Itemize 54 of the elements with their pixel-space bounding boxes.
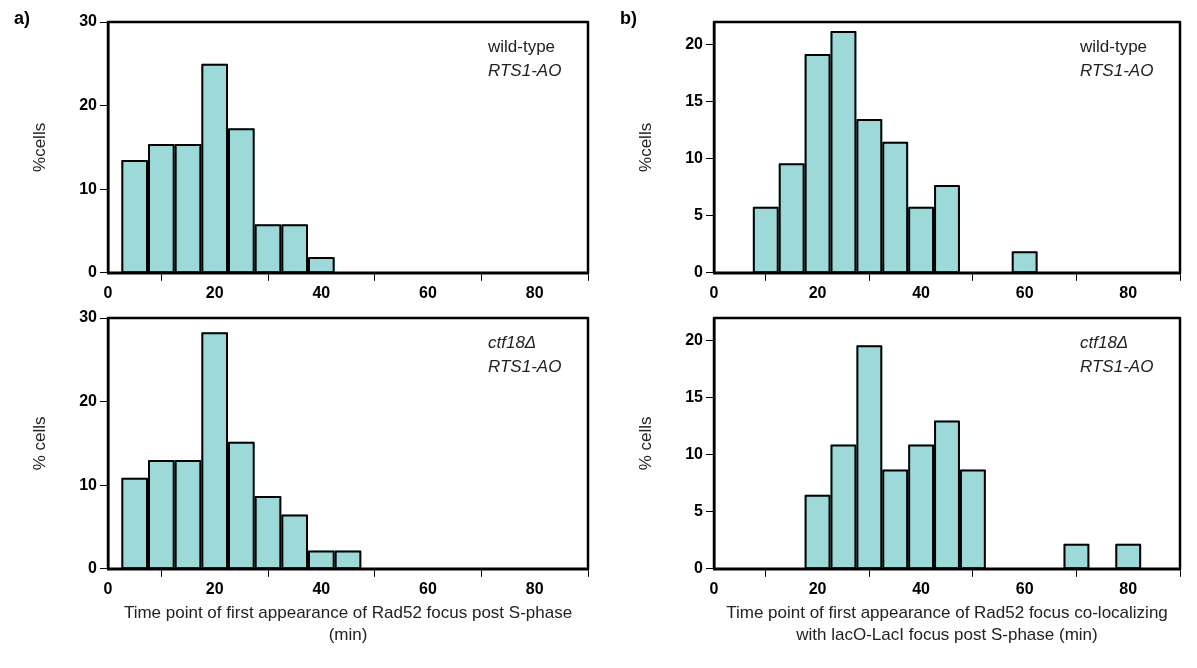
y-tick-label: 20 [79, 96, 98, 114]
annotation: RTS1-AO [1080, 357, 1154, 376]
y-tick-label: 5 [694, 206, 704, 224]
x-tick-label: 80 [1119, 579, 1138, 597]
y-tick-label: 20 [685, 35, 704, 53]
x-tick-label: 20 [808, 579, 827, 597]
x-tick-label: 60 [419, 579, 437, 597]
x-tick-label: 0 [103, 579, 113, 597]
x-tick-label: 80 [1119, 283, 1138, 301]
x-tick-label: 20 [808, 283, 827, 301]
x-axis-title: Time point of first appearance of Rad52 focus co-localizing with lacO-LacI focus post S-phase (min) [725, 602, 1169, 646]
y-tick-label: 10 [685, 445, 704, 463]
x-tick-label: 60 [1015, 283, 1034, 301]
x-axis-title: Time point of first appearance of Rad52 focus post S-phase (min) [122, 602, 574, 646]
y-tick-label: 5 [694, 502, 704, 520]
annotation: ctf18Δ [488, 333, 537, 352]
chart-title: b) [620, 8, 637, 29]
annotation: RTS1-AO [488, 61, 562, 80]
chart-title: a) [14, 8, 31, 29]
y-tick-label: 20 [685, 331, 704, 349]
y-axis-title: % cells [635, 416, 655, 471]
y-tick-label: 20 [79, 392, 98, 410]
x-tick-label: 40 [312, 579, 331, 597]
y-axis-title: %cells [29, 122, 49, 172]
y-tick-label: 10 [79, 475, 98, 493]
x-tick-label: 40 [312, 283, 331, 301]
annotation: RTS1-AO [488, 357, 562, 376]
y-tick-label: 10 [685, 149, 704, 167]
x-tick-label: 40 [912, 283, 931, 301]
x-tick-label: 0 [709, 283, 719, 301]
y-tick-label: 30 [79, 308, 98, 326]
y-tick-label: 0 [694, 263, 704, 281]
annotation: wild-type [487, 37, 556, 56]
x-tick-label: 80 [525, 579, 544, 597]
x-tick-label: 60 [419, 283, 437, 301]
x-tick-label: 60 [1015, 579, 1034, 597]
y-tick-label: 15 [685, 92, 704, 110]
y-tick-label: 10 [79, 179, 98, 197]
y-axis-title: %cells [635, 122, 655, 172]
x-tick-label: 0 [709, 579, 719, 597]
annotation: ctf18Δ [1080, 333, 1129, 352]
x-tick-label: 20 [205, 283, 224, 301]
annotation: RTS1-AO [1080, 61, 1154, 80]
y-axis-title: % cells [29, 416, 49, 471]
y-tick-label: 15 [685, 388, 704, 406]
y-tick-label: 0 [88, 263, 98, 281]
y-tick-label: 0 [88, 559, 98, 577]
y-tick-label: 30 [79, 12, 98, 30]
x-tick-label: 20 [205, 579, 224, 597]
annotation: wild-type [1079, 37, 1148, 56]
x-tick-label: 40 [912, 579, 931, 597]
y-tick-label: 0 [694, 559, 704, 577]
x-tick-label: 0 [103, 283, 113, 301]
x-tick-label: 80 [525, 283, 544, 301]
